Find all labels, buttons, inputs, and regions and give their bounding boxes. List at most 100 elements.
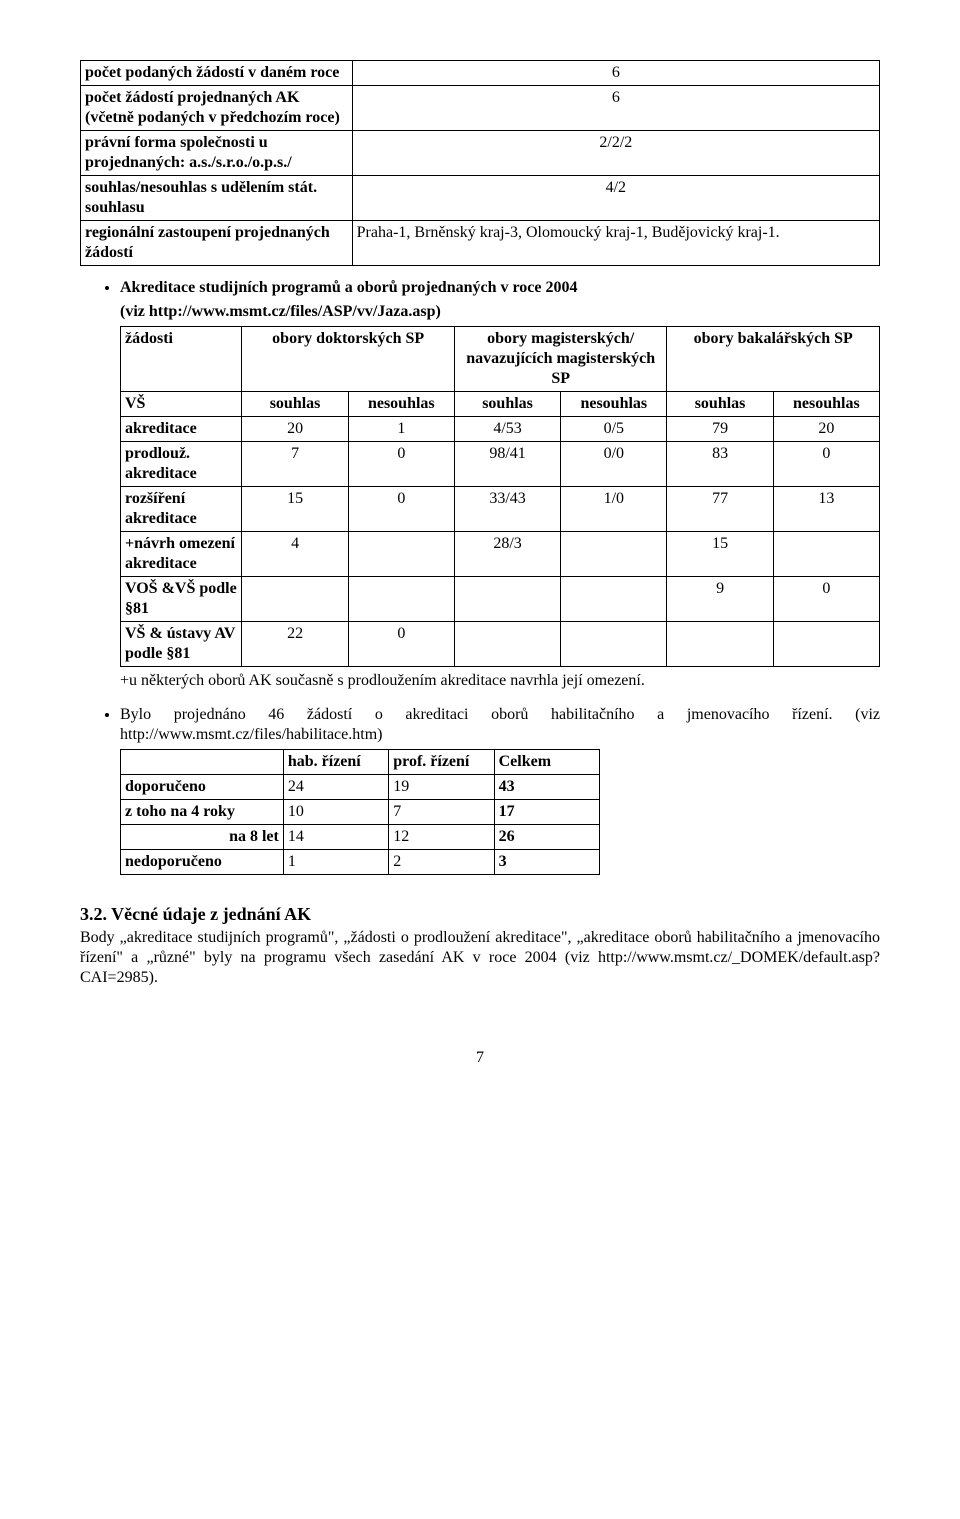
t3-h0 xyxy=(121,750,284,775)
row-label: VŠ & ústavy AV podle §81 xyxy=(121,622,242,667)
cell: 98/41 xyxy=(454,442,560,487)
row-value: Praha-1, Brněnský kraj-3, Olomoucký kraj… xyxy=(352,221,879,266)
table-row: +návrh omezení akreditace428/315 xyxy=(121,532,880,577)
cell: 26 xyxy=(494,825,599,850)
table-row: souhlas/nesouhlas s udělením stát. souhl… xyxy=(81,176,880,221)
table-row: počet žádostí projednaných AK (včetně po… xyxy=(81,86,880,131)
row-label: prodlouž. akreditace xyxy=(121,442,242,487)
table-head-row-1: žádosti obory doktorských SP obory magis… xyxy=(121,327,880,392)
cell: 43 xyxy=(494,775,599,800)
table2-footnote: +u některých oborů AK současně s prodlou… xyxy=(120,671,880,691)
row-value: 6 xyxy=(352,86,879,131)
table-row: právní forma společnosti u projednaných:… xyxy=(81,131,880,176)
row-label: souhlas/nesouhlas s udělením stát. souhl… xyxy=(81,176,353,221)
bullet-akreditace: Akreditace studijních programů a oborů p… xyxy=(120,278,880,298)
cell: 3 xyxy=(494,850,599,875)
th-magister: obory magisterských/ navazujících magist… xyxy=(454,327,667,392)
t3-h2: prof. řízení xyxy=(389,750,494,775)
cell: 9 xyxy=(667,577,773,622)
row-value: 2/2/2 xyxy=(352,131,879,176)
table-row: na 8 let141226 xyxy=(121,825,600,850)
cell: 2 xyxy=(389,850,494,875)
cell: 13 xyxy=(773,487,879,532)
table-row: prodlouž. akreditace7098/410/0830 xyxy=(121,442,880,487)
cell: 79 xyxy=(667,417,773,442)
cell: 19 xyxy=(389,775,494,800)
cell: 1 xyxy=(283,850,388,875)
cell xyxy=(773,622,879,667)
cell: 0/0 xyxy=(561,442,667,487)
cell: 0 xyxy=(348,487,454,532)
reference-link-1: (viz http://www.msmt.cz/files/ASP/vv/Jaz… xyxy=(120,302,880,322)
cell: 33/43 xyxy=(454,487,560,532)
cell: 0 xyxy=(348,442,454,487)
row-value: 4/2 xyxy=(352,176,879,221)
row-label: na 8 let xyxy=(121,825,284,850)
bullet-list-1: Akreditace studijních programů a oborů p… xyxy=(80,278,880,298)
cell xyxy=(561,532,667,577)
cell: 20 xyxy=(242,417,348,442)
cell: 0 xyxy=(773,577,879,622)
table-row: rozšíření akreditace15033/431/07713 xyxy=(121,487,880,532)
cell: 4/53 xyxy=(454,417,560,442)
table-row: doporučeno241943 xyxy=(121,775,600,800)
t3-h3: Celkem xyxy=(494,750,599,775)
cell: 1/0 xyxy=(561,487,667,532)
table-row: počet podaných žádostí v daném roce6 xyxy=(81,61,880,86)
cell: 10 xyxy=(283,800,388,825)
row-label: právní forma společnosti u projednaných:… xyxy=(81,131,353,176)
row-label: regionální zastoupení projednaných žádos… xyxy=(81,221,353,266)
cell: 28/3 xyxy=(454,532,560,577)
table-row: VOŠ &VŠ podle §81 90 xyxy=(121,577,880,622)
table-head-row-2: VŠ souhlas nesouhlas souhlas nesouhlas s… xyxy=(121,392,880,417)
cell: 14 xyxy=(283,825,388,850)
row-value: 6 xyxy=(352,61,879,86)
cell xyxy=(773,532,879,577)
page-number: 7 xyxy=(80,1048,880,1068)
cell: 77 xyxy=(667,487,773,532)
cell: 22 xyxy=(242,622,348,667)
th-vs: VŠ xyxy=(121,392,242,417)
th-nesouhlas-2: nesouhlas xyxy=(561,392,667,417)
t3-h1: hab. řízení xyxy=(283,750,388,775)
table-row: nedoporučeno123 xyxy=(121,850,600,875)
cell: 15 xyxy=(242,487,348,532)
th-doktor: obory doktorských SP xyxy=(242,327,455,392)
cell: 0 xyxy=(773,442,879,487)
cell xyxy=(348,532,454,577)
cell xyxy=(561,622,667,667)
th-souhlas-2: souhlas xyxy=(454,392,560,417)
cell: 0 xyxy=(348,622,454,667)
table-row: VŠ & ústavy AV podle §81220 xyxy=(121,622,880,667)
habilitace-table: hab. řízení prof. řízení Celkem doporuče… xyxy=(120,749,600,875)
row-label: doporučeno xyxy=(121,775,284,800)
cell xyxy=(454,622,560,667)
row-label: rozšíření akreditace xyxy=(121,487,242,532)
table-row: akreditace2014/530/57920 xyxy=(121,417,880,442)
cell xyxy=(454,577,560,622)
cell xyxy=(348,577,454,622)
row-label: akreditace xyxy=(121,417,242,442)
th-souhlas-1: souhlas xyxy=(242,392,348,417)
bullet-list-2: Bylo projednáno 46 žádostí o akreditaci … xyxy=(80,705,880,745)
row-label: nedoporučeno xyxy=(121,850,284,875)
section-title: 3.2. Věcné údaje z jednání AK xyxy=(80,903,880,926)
row-label: +návrh omezení akreditace xyxy=(121,532,242,577)
row-label: počet žádostí projednaných AK (včetně po… xyxy=(81,86,353,131)
cell: 12 xyxy=(389,825,494,850)
cell: 83 xyxy=(667,442,773,487)
cell: 24 xyxy=(283,775,388,800)
cell: 7 xyxy=(389,800,494,825)
row-label: z toho na 4 roky xyxy=(121,800,284,825)
th-nesouhlas-3: nesouhlas xyxy=(773,392,879,417)
section-body: Body „akreditace studijních programů", „… xyxy=(80,928,880,988)
cell: 15 xyxy=(667,532,773,577)
summary-table: počet podaných žádostí v daném roce6poče… xyxy=(80,60,880,266)
th-bakalar: obory bakalářských SP xyxy=(667,327,880,392)
cell: 17 xyxy=(494,800,599,825)
row-label: VOŠ &VŠ podle §81 xyxy=(121,577,242,622)
cell: 0/5 xyxy=(561,417,667,442)
cell: 1 xyxy=(348,417,454,442)
bullet-habilitace: Bylo projednáno 46 žádostí o akreditaci … xyxy=(120,705,880,745)
th-nesouhlas-1: nesouhlas xyxy=(348,392,454,417)
